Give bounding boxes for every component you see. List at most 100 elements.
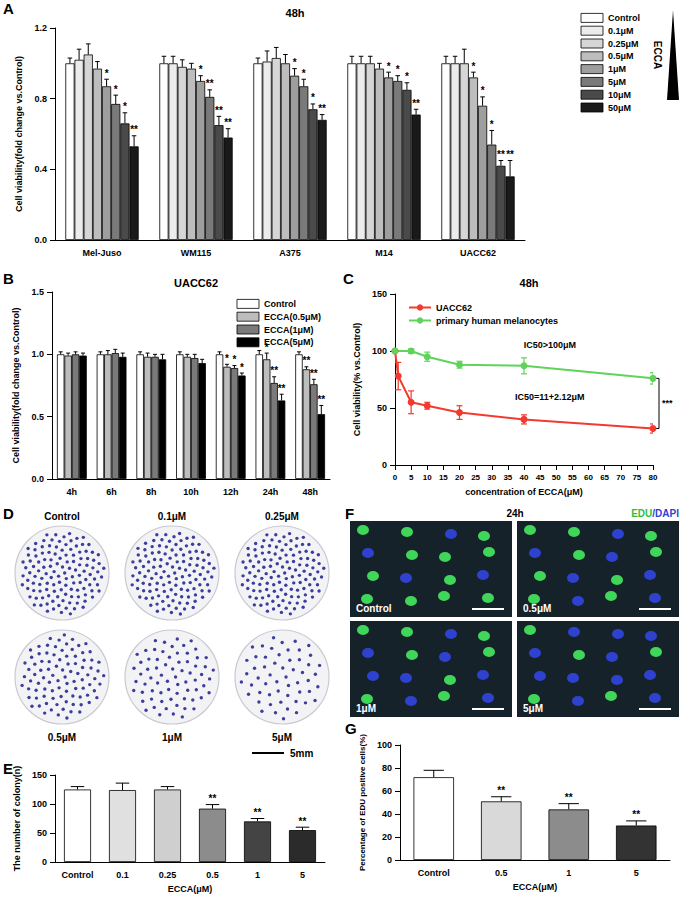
svg-text:0: 0 bbox=[42, 857, 47, 867]
svg-text:50: 50 bbox=[37, 828, 47, 838]
svg-text:Mel-Juso: Mel-Juso bbox=[82, 248, 122, 258]
svg-text:ECCA(5μM): ECCA(5μM) bbox=[264, 337, 314, 347]
svg-text:1.2: 1.2 bbox=[34, 23, 47, 33]
svg-text:65: 65 bbox=[600, 473, 609, 482]
svg-text:0.4: 0.4 bbox=[34, 164, 47, 174]
svg-text:*: * bbox=[105, 68, 109, 79]
svg-text:**: ** bbox=[206, 78, 214, 89]
svg-text:5: 5 bbox=[409, 473, 414, 482]
svg-text:UACC62: UACC62 bbox=[460, 248, 496, 258]
svg-text:0.5μM: 0.5μM bbox=[608, 51, 634, 61]
svg-text:**: ** bbox=[209, 793, 217, 804]
svg-text:48h: 48h bbox=[520, 277, 539, 289]
svg-text:24h: 24h bbox=[506, 508, 523, 519]
svg-text:30: 30 bbox=[487, 473, 496, 482]
svg-text:*: * bbox=[225, 353, 229, 364]
svg-text:1: 1 bbox=[255, 870, 260, 880]
svg-text:**: ** bbox=[318, 103, 326, 114]
svg-text:Control: Control bbox=[418, 868, 450, 878]
svg-text:0.25μM: 0.25μM bbox=[608, 39, 639, 49]
svg-text:**: ** bbox=[497, 149, 505, 160]
svg-text:0.0: 0.0 bbox=[34, 235, 47, 245]
svg-text:ECCA(1μM): ECCA(1μM) bbox=[264, 325, 314, 335]
svg-text:**: ** bbox=[254, 807, 262, 818]
svg-text:20: 20 bbox=[455, 473, 464, 482]
svg-text:**: ** bbox=[506, 149, 514, 160]
svg-text:45: 45 bbox=[536, 473, 545, 482]
svg-text:ECCA: ECCA bbox=[652, 41, 663, 69]
svg-text:35: 35 bbox=[503, 473, 512, 482]
svg-text:100: 100 bbox=[377, 740, 392, 750]
svg-text:0.5: 0.5 bbox=[206, 870, 219, 880]
svg-text:**: ** bbox=[215, 105, 223, 116]
svg-text:A375: A375 bbox=[279, 248, 301, 258]
svg-text:10h: 10h bbox=[183, 487, 199, 497]
svg-text:55: 55 bbox=[568, 473, 577, 482]
svg-text:100: 100 bbox=[372, 346, 387, 356]
svg-text:Percentage of EDU positive cel: Percentage of EDU positive cells(%) bbox=[358, 734, 367, 871]
svg-text:Control: Control bbox=[356, 603, 392, 614]
svg-text:**: ** bbox=[224, 117, 232, 128]
svg-text:12h: 12h bbox=[223, 487, 239, 497]
svg-text:60: 60 bbox=[584, 473, 593, 482]
svg-text:*: * bbox=[302, 68, 306, 79]
svg-text:5μM: 5μM bbox=[608, 77, 626, 87]
svg-text:Cell viability(fold change vs.: Cell viability(fold change vs.Control) bbox=[14, 56, 24, 212]
svg-text:**: ** bbox=[130, 124, 138, 135]
svg-text:0.5: 0.5 bbox=[495, 868, 508, 878]
svg-text:0: 0 bbox=[393, 473, 398, 482]
svg-text:IC50=11+2.12μM: IC50=11+2.12μM bbox=[515, 392, 585, 402]
svg-text:0.1μM: 0.1μM bbox=[608, 26, 634, 36]
svg-text:48h: 48h bbox=[302, 487, 318, 497]
svg-text:1: 1 bbox=[566, 868, 571, 878]
svg-text:UACC62: UACC62 bbox=[436, 303, 472, 313]
svg-text:**: ** bbox=[565, 792, 573, 803]
svg-text:150: 150 bbox=[372, 289, 387, 299]
svg-text:0.5μM: 0.5μM bbox=[48, 732, 76, 743]
svg-text:Cell viability(fold change vs.: Cell viability(fold change vs.Control) bbox=[11, 307, 21, 463]
svg-text:1.5: 1.5 bbox=[31, 287, 44, 297]
svg-text:5μM: 5μM bbox=[272, 732, 292, 743]
svg-text:ECCA(0.5μM): ECCA(0.5μM) bbox=[264, 312, 321, 322]
svg-text:5: 5 bbox=[300, 870, 305, 880]
svg-text:ECCA(μM): ECCA(μM) bbox=[168, 884, 213, 894]
svg-text:*: * bbox=[490, 119, 494, 130]
svg-text:1μM: 1μM bbox=[162, 732, 182, 743]
svg-text:1μM: 1μM bbox=[608, 64, 626, 74]
svg-text:Cell viability(% vs.Control): Cell viability(% vs.Control) bbox=[352, 323, 362, 437]
svg-text:*: * bbox=[481, 85, 485, 96]
svg-text:8h: 8h bbox=[146, 487, 157, 497]
svg-text:EDU/DAPI: EDU/DAPI bbox=[631, 508, 679, 519]
svg-text:1.0: 1.0 bbox=[31, 349, 44, 359]
svg-text:**: ** bbox=[310, 368, 318, 379]
svg-text:*: * bbox=[311, 92, 315, 103]
svg-text:IC50>100μM: IC50>100μM bbox=[524, 340, 576, 350]
svg-text:The number of colony(n): The number of colony(n) bbox=[12, 766, 22, 872]
svg-text:*: * bbox=[405, 71, 409, 82]
svg-text:0.1μM: 0.1μM bbox=[158, 511, 186, 522]
svg-text:40: 40 bbox=[520, 473, 529, 482]
svg-text:*: * bbox=[396, 64, 400, 75]
svg-text:48h: 48h bbox=[286, 7, 305, 19]
svg-text:0.1: 0.1 bbox=[116, 870, 129, 880]
svg-text:100: 100 bbox=[32, 799, 47, 809]
svg-text:0: 0 bbox=[382, 460, 387, 470]
svg-text:10μM: 10μM bbox=[608, 90, 631, 100]
svg-text:80: 80 bbox=[382, 763, 392, 773]
svg-text:5: 5 bbox=[634, 868, 639, 878]
svg-text:80: 80 bbox=[649, 473, 658, 482]
svg-text:M14: M14 bbox=[375, 248, 393, 258]
svg-text:6h: 6h bbox=[106, 487, 117, 497]
svg-text:40: 40 bbox=[382, 809, 392, 819]
svg-text:*: * bbox=[232, 354, 236, 365]
svg-text:0.0: 0.0 bbox=[31, 474, 44, 484]
svg-text:**: ** bbox=[412, 98, 420, 109]
svg-text:**: ** bbox=[632, 809, 640, 820]
svg-text:*: * bbox=[240, 362, 244, 373]
svg-text:20: 20 bbox=[382, 832, 392, 842]
svg-text:5μM: 5μM bbox=[523, 703, 543, 714]
svg-text:50: 50 bbox=[377, 403, 387, 413]
svg-text:**: ** bbox=[299, 816, 307, 827]
svg-text:24h: 24h bbox=[263, 487, 279, 497]
svg-text:1μM: 1μM bbox=[356, 703, 376, 714]
